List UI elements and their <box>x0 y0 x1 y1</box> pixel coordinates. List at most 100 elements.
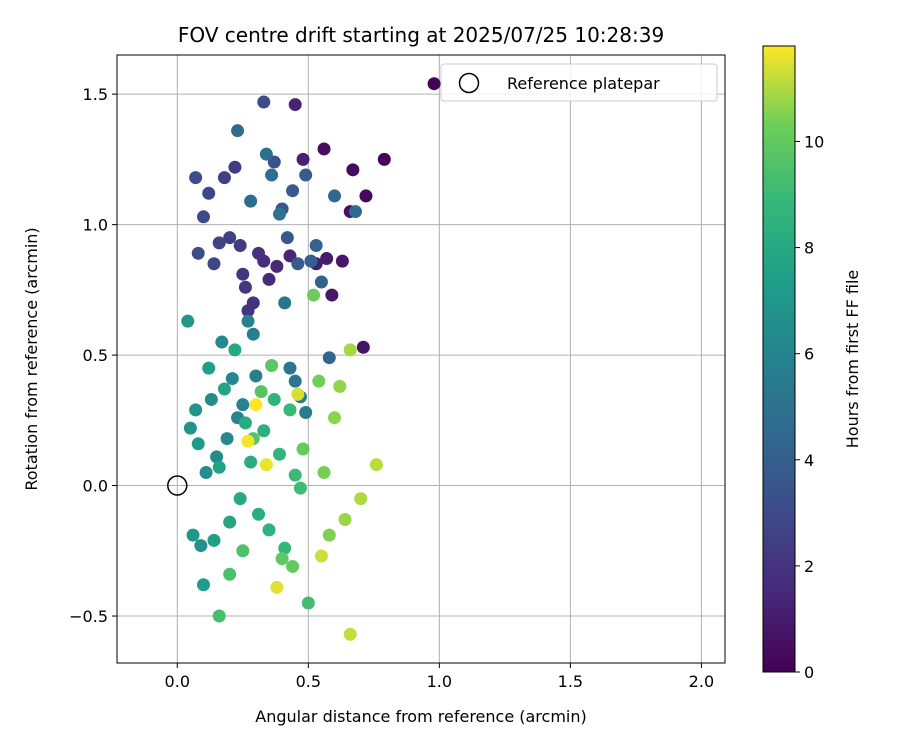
x-tick-label: 0.5 <box>296 672 321 691</box>
data-point <box>304 254 318 268</box>
data-point <box>220 432 234 446</box>
data-point <box>314 549 328 563</box>
data-point <box>283 361 297 375</box>
data-point <box>196 578 210 592</box>
data-point <box>356 340 370 354</box>
data-point <box>307 288 321 302</box>
data-point <box>215 335 229 349</box>
data-point <box>286 559 300 573</box>
data-point <box>249 398 263 412</box>
data-point <box>212 236 226 250</box>
data-point <box>244 455 258 469</box>
y-tick-label: 0.0 <box>83 477 108 496</box>
data-point <box>204 392 218 406</box>
data-point <box>228 343 242 357</box>
data-point <box>238 280 252 294</box>
data-point <box>212 460 226 474</box>
data-point <box>186 528 200 542</box>
data-point <box>288 468 302 482</box>
y-axis-ticks: −0.5 0.0 0.5 1.0 1.5 <box>69 85 117 626</box>
data-point <box>427 77 441 91</box>
data-point <box>359 189 373 203</box>
legend-box <box>440 63 718 102</box>
data-point <box>288 374 302 388</box>
data-point <box>286 184 300 198</box>
data-point <box>196 210 210 224</box>
data-point <box>194 539 208 553</box>
x-axis-label: Angular distance from reference (arcmin) <box>255 707 586 726</box>
data-point <box>228 160 242 174</box>
data-point <box>181 314 195 328</box>
data-point <box>309 238 323 252</box>
data-point <box>377 152 391 166</box>
data-point <box>257 95 271 109</box>
data-point <box>233 238 247 252</box>
data-point <box>236 267 250 281</box>
data-point <box>241 314 255 328</box>
colorbar-tick-label: 2 <box>804 557 814 576</box>
data-point <box>333 379 347 393</box>
data-point <box>270 580 284 594</box>
data-point <box>257 424 271 438</box>
data-point <box>265 359 279 373</box>
x-tick-label: 1.0 <box>427 672 452 691</box>
data-point <box>252 507 266 521</box>
data-point <box>259 147 273 161</box>
data-point <box>328 411 342 425</box>
data-point <box>267 392 281 406</box>
data-point <box>241 434 255 448</box>
grid-lines <box>117 55 725 663</box>
data-point <box>317 142 331 156</box>
data-point <box>210 450 224 464</box>
data-point <box>254 385 268 399</box>
data-point <box>231 124 245 138</box>
data-point <box>202 361 216 375</box>
legend-marker-icon <box>458 72 480 94</box>
colorbar-tick-label: 10 <box>804 132 824 151</box>
data-point <box>191 246 205 260</box>
colorbar-gradient <box>763 46 795 672</box>
data-point <box>207 257 221 271</box>
data-point <box>272 447 286 461</box>
data-point <box>299 168 313 182</box>
data-point <box>189 171 203 185</box>
data-point <box>191 437 205 451</box>
colorbar-ticks: 0 2 4 6 8 10 <box>795 132 824 682</box>
data-point <box>278 541 292 555</box>
x-tick-label: 0.0 <box>165 672 190 691</box>
data-point <box>288 98 302 112</box>
data-point <box>217 382 231 396</box>
plot-frame <box>116 54 726 664</box>
y-tick-label: 1.0 <box>83 216 108 235</box>
data-point <box>236 544 250 558</box>
colorbar-tick-label: 6 <box>804 345 814 364</box>
colorbar: 0 2 4 6 8 10 Hours from first FF file <box>762 45 862 682</box>
data-point <box>275 552 289 566</box>
data-point <box>369 458 383 472</box>
colorbar-tick-label: 4 <box>804 451 814 470</box>
data-point <box>259 458 273 472</box>
data-point <box>317 466 331 480</box>
data-point <box>241 304 255 318</box>
data-point <box>325 288 339 302</box>
y-tick-label: 0.5 <box>83 346 108 365</box>
data-point <box>236 398 250 412</box>
data-point <box>312 374 326 388</box>
data-point <box>249 369 263 383</box>
data-point <box>244 194 258 208</box>
data-point <box>233 492 247 506</box>
data-point <box>225 372 239 386</box>
data-point <box>223 231 237 245</box>
data-point <box>293 481 307 495</box>
data-point <box>296 152 310 166</box>
data-point <box>252 246 266 260</box>
data-point <box>291 387 305 401</box>
data-point <box>301 596 315 610</box>
y-tick-label: −0.5 <box>69 607 108 626</box>
data-point <box>320 252 334 266</box>
data-point <box>223 567 237 581</box>
colorbar-tick-label: 8 <box>804 239 814 258</box>
data-point <box>283 403 297 417</box>
legend: Reference platepar <box>440 63 718 102</box>
